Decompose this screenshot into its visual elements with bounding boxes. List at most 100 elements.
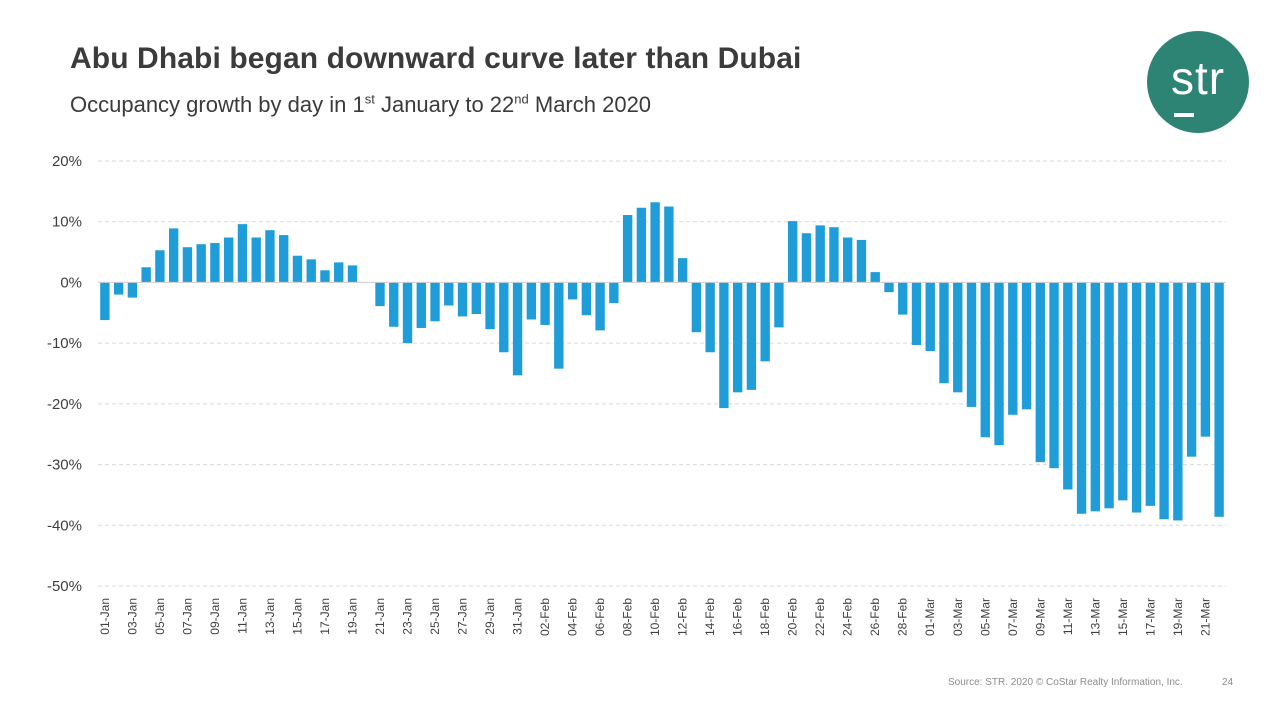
subtitle-suffix: March 2020 <box>528 92 652 117</box>
bar-19-Feb <box>774 282 784 328</box>
x-tick-label: 15-Jan <box>290 598 304 635</box>
bar-10-Jan <box>224 237 234 283</box>
bar-12-Jan <box>251 237 261 283</box>
bar-23-Feb <box>829 227 839 283</box>
bar-13-Feb <box>691 282 702 333</box>
bar-14-Feb <box>705 282 715 353</box>
bar-31-Jan <box>512 282 523 376</box>
bar-21-Feb <box>801 233 812 283</box>
x-tick-label: 26-Feb <box>868 598 882 636</box>
x-tick-label: 05-Mar <box>978 598 992 636</box>
bar-22-Jan <box>389 282 399 327</box>
bar-16-Mar <box>1131 282 1142 513</box>
page-number: 24 <box>1222 677 1234 688</box>
bar-21-Mar <box>1200 282 1211 437</box>
x-tick-label: 29-Jan <box>483 598 497 635</box>
x-tick-label: 13-Jan <box>263 598 277 635</box>
bar-14-Jan <box>279 235 289 283</box>
bar-01-Feb <box>526 282 536 320</box>
bar-27-Feb <box>884 282 894 293</box>
x-tick-label: 21-Jan <box>373 598 387 635</box>
bar-07-Mar <box>1008 282 1018 415</box>
bar-26-Feb <box>870 272 880 283</box>
bar-09-Mar <box>1035 282 1045 463</box>
subtitle-prefix: Occupancy growth by day in 1 <box>70 92 365 117</box>
bar-25-Jan <box>430 282 440 322</box>
x-tick-label: 18-Feb <box>758 598 772 636</box>
x-tick-label: 02-Feb <box>538 598 552 636</box>
x-tick-label: 16-Feb <box>731 598 745 636</box>
bar-02-Jan <box>113 282 124 295</box>
logo-text: str <box>1170 52 1226 104</box>
bar-15-Jan <box>292 255 303 283</box>
bar-17-Mar <box>1145 282 1156 506</box>
bar-24-Jan <box>416 282 426 328</box>
y-tick-label: 0% <box>60 274 82 291</box>
bar-09-Jan <box>210 242 220 283</box>
bar-01-Mar <box>925 282 935 352</box>
x-tick-label: 28-Feb <box>896 598 910 636</box>
bar-26-Jan <box>444 282 454 306</box>
bar-05-Jan <box>155 250 165 283</box>
bar-25-Feb <box>856 239 867 283</box>
x-tick-label: 17-Mar <box>1143 598 1157 636</box>
bar-29-Jan <box>485 282 495 330</box>
bar-23-Jan <box>402 282 413 344</box>
bar-08-Feb <box>622 215 633 283</box>
logo-underline <box>1174 113 1194 117</box>
bar-22-Mar <box>1214 282 1224 517</box>
bar-03-Mar <box>953 282 963 393</box>
bar-18-Mar <box>1159 282 1169 520</box>
x-tick-label: 01-Mar <box>923 598 937 636</box>
x-tick-label: 07-Mar <box>1006 598 1020 636</box>
x-tick-label: 11-Mar <box>1061 598 1075 635</box>
x-tick-label: 17-Jan <box>318 598 332 635</box>
bar-19-Jan <box>347 265 358 283</box>
y-tick-label: -50% <box>47 578 82 595</box>
bar-16-Jan <box>306 259 316 283</box>
bar-15-Mar <box>1118 282 1128 501</box>
str-logo: str <box>1147 31 1249 133</box>
x-tick-label: 15-Mar <box>1116 598 1130 636</box>
bar-04-Jan <box>141 267 151 283</box>
bar-08-Mar <box>1021 282 1032 410</box>
y-tick-label: 20% <box>52 153 82 170</box>
x-tick-label: 20-Feb <box>786 598 800 636</box>
x-tick-label: 09-Jan <box>208 598 222 635</box>
x-tick-label: 19-Mar <box>1171 598 1185 636</box>
y-tick-label: 10% <box>52 214 82 231</box>
x-tick-label: 24-Feb <box>841 598 855 636</box>
slide-subtitle: Occupancy growth by day in 1st January t… <box>70 92 651 118</box>
x-tick-label: 03-Mar <box>951 598 965 636</box>
y-tick-label: -20% <box>47 396 82 413</box>
x-tick-label: 10-Feb <box>648 598 662 636</box>
bar-18-Jan <box>334 262 344 283</box>
bar-03-Feb <box>554 282 564 369</box>
x-tick-label: 04-Feb <box>566 598 580 636</box>
bar-11-Jan <box>237 224 248 283</box>
bar-05-Feb <box>581 282 592 316</box>
bar-20-Feb <box>788 221 798 283</box>
x-tick-label: 12-Feb <box>676 598 690 636</box>
bar-16-Feb <box>732 282 743 393</box>
x-tick-label: 22-Feb <box>813 598 827 636</box>
x-tick-label: 21-Mar <box>1198 598 1212 636</box>
bar-09-Feb <box>636 207 647 283</box>
slide-title: Abu Dhabi began downward curve later tha… <box>70 42 802 75</box>
bar-08-Jan <box>196 244 206 283</box>
subtitle-superscript-st: st <box>364 91 375 107</box>
bar-02-Feb <box>540 282 550 325</box>
x-tick-label: 07-Jan <box>180 598 194 635</box>
bars <box>100 202 1224 521</box>
bar-22-Feb <box>815 225 825 283</box>
bar-20-Mar <box>1186 282 1197 457</box>
bar-29-Feb <box>911 282 922 345</box>
x-tick-label: 03-Jan <box>125 598 139 635</box>
y-tick-label: -30% <box>47 457 82 474</box>
x-tick-label: 25-Jan <box>428 598 442 635</box>
bar-02-Mar <box>939 282 949 384</box>
bar-06-Jan <box>168 228 179 283</box>
bar-14-Mar <box>1104 282 1114 509</box>
bar-11-Mar <box>1063 282 1073 490</box>
bar-01-Jan <box>100 282 110 321</box>
